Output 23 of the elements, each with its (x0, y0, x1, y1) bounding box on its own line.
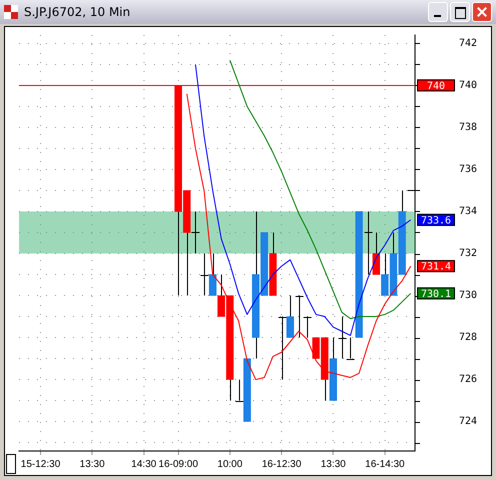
data-label: 733.6 (420, 215, 452, 226)
y-tick-label: 742 (459, 38, 478, 49)
data-label: 731.4 (420, 262, 452, 273)
x-tick-label: 13:30 (320, 458, 346, 470)
y-tick-label: 728 (459, 332, 478, 344)
y-tick-label: 734 (459, 206, 478, 218)
y-tick-label: 736 (459, 164, 478, 176)
y-tick-label: 724 (459, 416, 478, 428)
ref-line-label: 740 (426, 81, 446, 92)
x-tick-label: 14:30 (131, 458, 157, 470)
y-tick-label: 730 (459, 290, 478, 302)
chart-title: S.JP.J6702, 10 Min (24, 5, 132, 19)
x-tick-label: 16-09:00 (158, 458, 198, 470)
y-tick-label: 732 (459, 248, 478, 260)
x-tick-label: 16-12:30 (262, 458, 302, 470)
y-tick-label: 740 (459, 80, 478, 92)
y-tick-label: 726 (459, 374, 478, 386)
x-tick-label: 13:30 (80, 458, 106, 470)
x-tick-label: 15-12:30 (20, 458, 61, 470)
x-tick-label: 16-14:30 (365, 458, 406, 470)
y-tick-label: 738 (459, 122, 478, 134)
x-tick-label: 10:00 (217, 458, 243, 470)
data-label: 730.1 (420, 289, 452, 300)
